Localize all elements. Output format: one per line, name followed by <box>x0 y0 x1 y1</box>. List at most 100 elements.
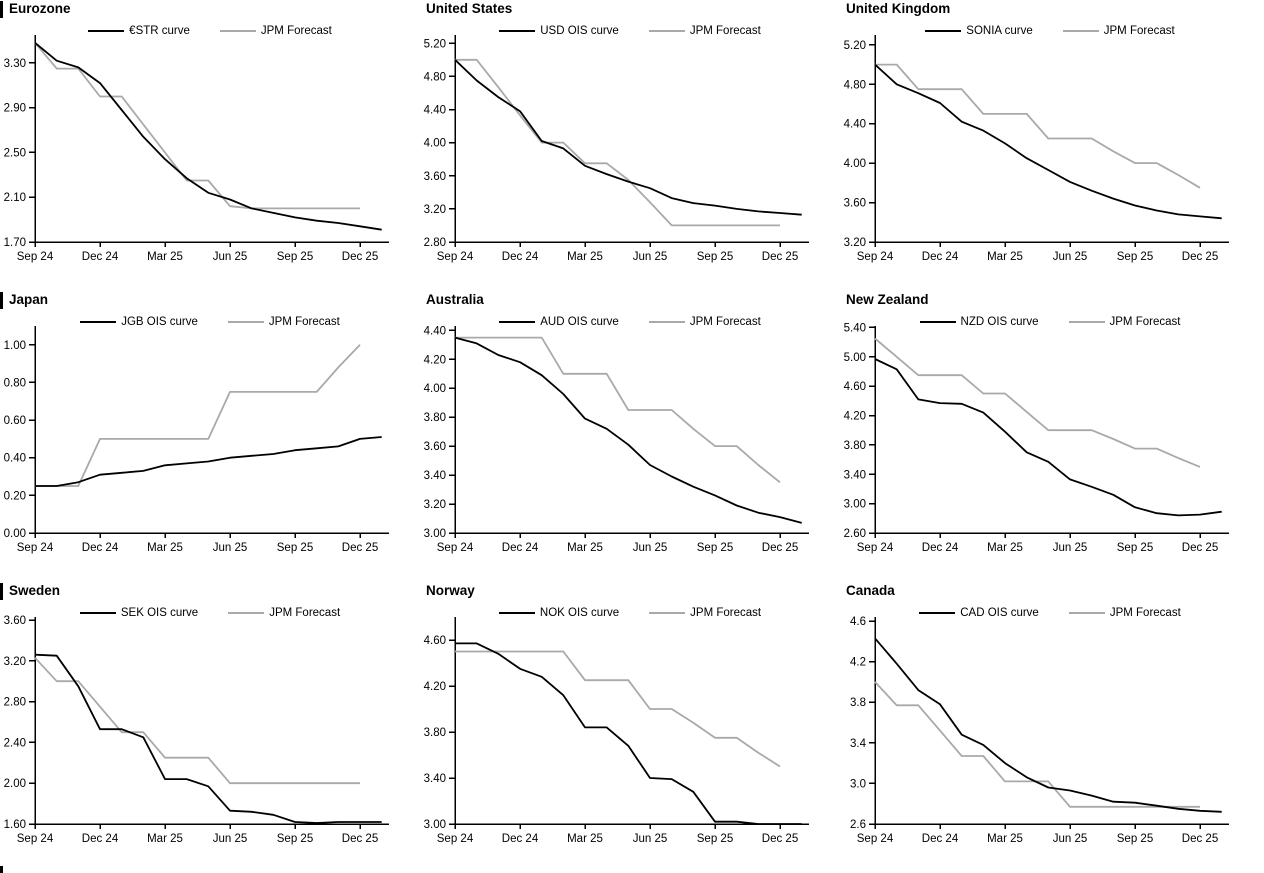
y-tick-label: 3.40 <box>424 470 446 482</box>
y-tick-label: 3.8 <box>850 697 866 709</box>
y-tick-label: 2.80 <box>424 237 446 249</box>
chart-canvas-eurozone: 1.70 2.10 2.50 2.90 3.30 Sep 24 Dec 24 Mar 25 Ju… <box>4 35 389 263</box>
eurozone-forecast-line <box>34 42 360 210</box>
y-tick-label: 5.40 <box>844 322 866 334</box>
y-tick-label: 4.20 <box>424 681 446 693</box>
x-tick-label: Mar 25 <box>987 833 1023 845</box>
x-tick-label: Dec 24 <box>502 251 539 263</box>
x-tick-label: Mar 25 <box>147 251 183 263</box>
y-tick-label: 0.40 <box>4 453 26 465</box>
y-tick-label: 0.20 <box>4 490 26 502</box>
y-tick-label: 5.20 <box>844 40 866 52</box>
y-tick-label: 3.20 <box>424 204 446 216</box>
chart-title-canada: Canada <box>846 583 895 598</box>
x-tick-label: Dec 25 <box>342 251 378 263</box>
chart-cell-canada: Canada 2.6 3.0 3.4 3.8 4.2 4.6 Sep 24 Dec 24 Mar … <box>840 582 1264 873</box>
x-tick-label: Mar 25 <box>147 833 183 845</box>
y-tick-label: 4.60 <box>844 381 866 393</box>
chart-title-japan: Japan <box>9 292 49 307</box>
x-tick-label: Mar 25 <box>987 542 1023 554</box>
x-tick-label: Sep 25 <box>697 542 733 554</box>
y-tick-label: 0.00 <box>4 528 26 540</box>
y-tick-label: 3.30 <box>4 58 26 70</box>
chart-canvas-norway: 3.00 3.40 3.80 4.20 4.60 Sep 24 Dec 24 Mar 25 Ju… <box>424 617 809 845</box>
united-states-forecast-line <box>455 58 780 227</box>
y-tick-label: 3.00 <box>844 499 866 511</box>
x-tick-label: Jun 25 <box>213 542 248 554</box>
y-tick-label: 3.00 <box>424 528 446 540</box>
y-tick-label: 0.60 <box>4 415 26 427</box>
chart-canvas-new-zealand: 2.60 3.00 3.40 3.80 4.20 4.60 5.00 5.40 Sep 24 De… <box>844 322 1229 554</box>
chart-cell-australia: Australia 3.00 3.20 3.40 3.60 3.80 4.00 4.20 4.4… <box>420 291 840 582</box>
y-tick-label: 4.20 <box>844 411 866 423</box>
new-zealand-market-curve-line <box>874 358 1222 517</box>
chart-cell-united-kingdom: United Kingdom 3.20 3.60 4.00 4.40 4.80 5.20 Se… <box>840 0 1264 291</box>
x-tick-label: Dec 24 <box>922 251 959 263</box>
x-tick-label: Sep 24 <box>857 542 894 554</box>
x-tick-label: Dec 24 <box>502 542 539 554</box>
x-tick-label: Jun 25 <box>1053 251 1088 263</box>
chart-cell-eurozone: Eurozone 1.70 2.10 2.50 2.90 3.30 Sep 24 Dec 24… <box>0 0 420 291</box>
y-tick-label: 1.00 <box>4 340 26 352</box>
chart-cell-united-states: United States 2.80 3.20 3.60 4.00 4.40 4.80 5.2… <box>420 0 840 291</box>
x-tick-label: Jun 25 <box>1053 833 1088 845</box>
x-tick-label: Sep 24 <box>437 542 474 554</box>
x-tick-label: Sep 24 <box>857 833 894 845</box>
sweden-forecast-line <box>34 657 360 785</box>
chart-title-united-states: United States <box>426 1 513 16</box>
x-tick-label: Sep 25 <box>277 542 313 554</box>
y-tick-label: 4.40 <box>844 119 866 131</box>
y-tick-label: 3.60 <box>844 198 866 210</box>
x-tick-label: Sep 25 <box>1117 542 1153 554</box>
y-tick-label: 2.50 <box>4 147 26 159</box>
united-states-market-curve-line <box>454 59 802 216</box>
canada-market-curve-line <box>874 637 1222 813</box>
x-tick-label: Sep 24 <box>17 833 54 845</box>
chart-canvas-sweden: 1.60 2.00 2.40 2.80 3.20 3.60 Sep 24 Dec 24 Mar … <box>4 615 389 845</box>
chart-cell-sweden: Sweden 1.60 2.00 2.40 2.80 3.20 3.60 Sep 24 Dec … <box>0 582 420 873</box>
chart-title-new-zealand: New Zealand <box>846 292 929 307</box>
y-tick-label: 4.80 <box>844 79 866 91</box>
y-tick-label: 3.40 <box>424 773 446 785</box>
chart-cell-new-zealand: New Zealand 2.60 3.00 3.40 3.80 4.20 4.60 5.00 5… <box>840 291 1264 582</box>
y-tick-label: 2.10 <box>4 192 26 204</box>
chart-title-eurozone: Eurozone <box>9 1 71 16</box>
y-tick-label: 4.00 <box>844 158 866 170</box>
y-tick-label: 5.00 <box>844 352 866 364</box>
x-tick-label: Sep 24 <box>17 251 54 263</box>
y-tick-label: 3.60 <box>424 441 446 453</box>
x-tick-label: Sep 24 <box>437 251 474 263</box>
y-tick-label: 3.4 <box>850 738 867 750</box>
y-tick-label: 2.40 <box>4 737 26 749</box>
x-tick-label: Dec 25 <box>1182 251 1218 263</box>
chart-canvas-canada: 2.6 3.0 3.4 3.8 4.2 4.6 Sep 24 Dec 24 Mar 25 Jun … <box>850 616 1229 845</box>
chart-title-norway: Norway <box>426 583 475 598</box>
x-tick-label: Sep 25 <box>1117 251 1153 263</box>
y-tick-label: 4.40 <box>424 105 446 117</box>
section-marker <box>0 583 3 600</box>
x-tick-label: Dec 24 <box>82 542 119 554</box>
y-tick-label: 2.60 <box>844 528 866 540</box>
x-tick-label: Sep 25 <box>697 833 733 845</box>
united-kingdom-market-curve-line <box>874 63 1222 220</box>
y-tick-label: 3.20 <box>424 499 446 511</box>
australia-market-curve-line <box>454 336 802 524</box>
new-zealand-forecast-line <box>874 337 1201 468</box>
x-tick-label: Jun 25 <box>633 251 668 263</box>
x-tick-label: Mar 25 <box>147 542 183 554</box>
sweden-market-curve-line <box>34 653 382 824</box>
x-tick-label: Dec 25 <box>762 251 798 263</box>
chart-title-australia: Australia <box>426 292 484 307</box>
chart-cell-norway: Norway 3.00 3.40 3.80 4.20 4.60 Sep 24 Dec 24 Ma… <box>420 582 840 873</box>
y-tick-label: 4.00 <box>424 383 446 395</box>
y-tick-label: 4.00 <box>424 138 446 150</box>
x-tick-label: Mar 25 <box>567 251 603 263</box>
y-tick-label: 3.40 <box>844 469 866 481</box>
y-tick-label: 4.80 <box>424 71 446 83</box>
eurozone-market-curve-line <box>34 42 382 231</box>
y-tick-label: 4.40 <box>424 325 446 337</box>
x-tick-label: Jun 25 <box>633 542 668 554</box>
chart-cell-japan: Japan 0.00 0.20 0.40 0.60 0.80 1.00 Sep 24 Dec 2… <box>0 291 420 582</box>
